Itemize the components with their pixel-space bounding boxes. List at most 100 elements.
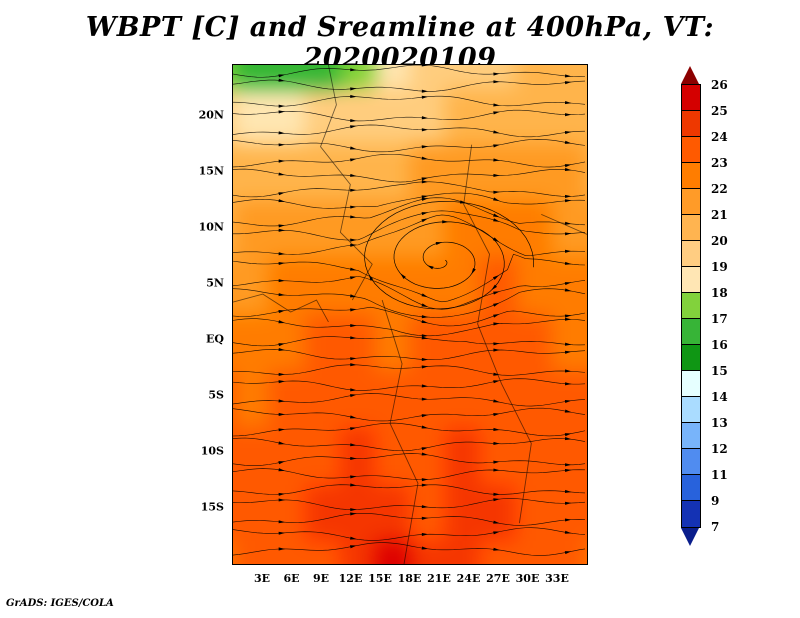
wbpt-cell xyxy=(234,65,270,88)
colorbar-segment xyxy=(682,267,700,293)
wbpt-cell xyxy=(550,87,586,145)
colorbar-label: 19 xyxy=(711,260,728,274)
flow-arrow-icon xyxy=(421,478,429,482)
flow-arrow-icon xyxy=(421,156,429,160)
chart-title: WBPT [C] and Sreamline at 400hPa, VT: 20… xyxy=(85,12,715,74)
flow-arrow-icon xyxy=(350,267,357,271)
flow-arrow-icon xyxy=(350,394,357,398)
streamline-path xyxy=(233,79,586,92)
flow-arrow-icon xyxy=(350,357,357,361)
flow-arrow-icon xyxy=(564,342,572,346)
wbpt-cell xyxy=(339,144,375,202)
flow-arrow-icon xyxy=(564,350,572,354)
flow-arrow-icon xyxy=(350,363,357,367)
wbpt-cell xyxy=(374,371,410,428)
flow-arrow-icon xyxy=(350,119,357,123)
colorbar-label: 20 xyxy=(711,234,728,248)
wbpt-cell xyxy=(304,541,340,564)
credit-text: GrADS: IGES/COLA xyxy=(6,598,114,609)
colorbar-segment xyxy=(682,423,700,449)
wbpt-cell xyxy=(304,427,340,485)
colorbar-segments xyxy=(681,84,701,528)
flow-arrow-icon xyxy=(493,322,500,326)
wbpt-cell xyxy=(339,427,375,485)
flow-arrow-icon xyxy=(421,218,428,223)
flow-arrow-icon xyxy=(278,399,286,403)
flow-arrow-icon xyxy=(421,89,429,93)
lat-tick-label: EQ xyxy=(206,332,224,346)
colorbar-segment xyxy=(682,397,700,423)
lat-tick-label: 20N xyxy=(198,108,224,122)
flow-arrow-icon xyxy=(278,320,286,324)
wbpt-cell xyxy=(410,87,446,145)
flow-arrow-icon xyxy=(421,365,429,369)
colorbar-label: 18 xyxy=(711,286,728,300)
wbpt-cell xyxy=(445,541,481,564)
flow-arrow-icon xyxy=(278,104,286,108)
flow-arrow-icon xyxy=(350,308,357,312)
flow-arrow-icon xyxy=(564,288,572,292)
flow-arrow-icon xyxy=(493,218,500,222)
wbpt-cell xyxy=(374,144,410,202)
colorbar-segment xyxy=(682,371,700,397)
wbpt-cell xyxy=(410,541,446,564)
wbpt-cell xyxy=(269,87,305,145)
wbpt-cell xyxy=(445,371,481,428)
flow-arrow-icon xyxy=(421,425,429,429)
flow-arrow-icon xyxy=(493,173,500,177)
flow-arrow-icon xyxy=(278,131,286,135)
flow-arrow-icon xyxy=(421,95,429,99)
flow-arrow-icon xyxy=(493,348,500,352)
streamline-path xyxy=(233,468,586,480)
flow-arrow-icon xyxy=(565,113,572,117)
lon-tick-label: 27E xyxy=(486,572,510,585)
flow-arrow-icon xyxy=(421,293,428,298)
wbpt-cell xyxy=(515,427,551,485)
streamline-path xyxy=(233,153,586,168)
flow-arrow-icon xyxy=(421,384,429,388)
flow-arrow-icon xyxy=(471,267,476,275)
wbpt-cell xyxy=(339,314,375,372)
colorbar-label: 23 xyxy=(711,156,728,170)
wbpt-cell xyxy=(410,257,446,315)
flow-arrow-icon xyxy=(421,447,429,451)
wbpt-cell xyxy=(585,541,587,564)
flow-arrow-icon xyxy=(349,276,357,280)
colorbar-label: 25 xyxy=(711,104,728,118)
flow-arrow-icon xyxy=(493,531,500,535)
flow-arrow-icon xyxy=(564,409,572,413)
flow-arrow-icon xyxy=(421,452,429,456)
streamline-path xyxy=(233,542,586,556)
flow-arrow-icon xyxy=(278,192,286,196)
flow-arrow-icon xyxy=(278,279,286,283)
country-border xyxy=(541,213,587,235)
wbpt-cell xyxy=(585,314,587,372)
wbpt-cell xyxy=(515,87,551,145)
flow-arrow-icon xyxy=(421,505,429,509)
wbpt-cell xyxy=(410,144,446,202)
flow-arrow-icon xyxy=(350,475,357,479)
wbpt-cell xyxy=(339,201,375,258)
lon-tick-label: 18E xyxy=(397,572,422,585)
colorbar-label: 15 xyxy=(711,364,728,378)
wbpt-cell xyxy=(585,257,587,315)
flow-arrow-icon xyxy=(493,213,500,218)
flow-arrow-icon xyxy=(493,314,500,318)
flow-arrow-icon xyxy=(350,205,357,209)
flow-arrow-icon xyxy=(421,145,429,149)
flow-arrow-icon xyxy=(421,336,429,340)
flow-arrow-icon xyxy=(493,130,500,134)
flow-arrow-icon xyxy=(421,546,429,550)
flow-arrow-icon xyxy=(350,87,357,91)
streamline-path xyxy=(233,422,586,437)
wbpt-cell xyxy=(304,65,340,88)
flow-arrow-icon xyxy=(278,347,286,352)
lat-tick-label: 15N xyxy=(198,164,224,178)
flow-arrow-icon xyxy=(278,461,286,465)
wbpt-cell xyxy=(585,144,587,202)
wbpt-cell xyxy=(445,65,481,88)
flow-arrow-icon xyxy=(421,197,429,201)
wbpt-cell xyxy=(233,144,235,202)
lon-tick-label: 24E xyxy=(456,572,481,585)
wbpt-fill-layer xyxy=(233,65,587,564)
